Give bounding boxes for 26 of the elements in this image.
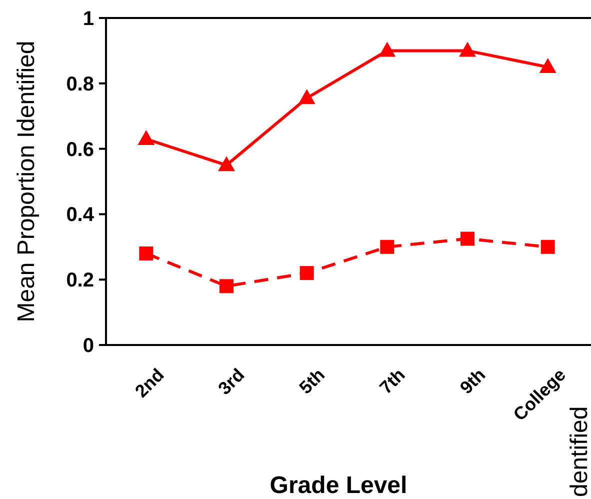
y-tick-label: 0.6	[66, 138, 94, 161]
point	[220, 279, 234, 294]
x-tick-label: 2nd	[131, 364, 168, 402]
x-tick-label: 3rd	[214, 364, 248, 399]
point	[539, 58, 556, 74]
y-tick-label: 0.2	[66, 270, 94, 292]
point	[138, 130, 155, 145]
x-axis-title: Grade Level	[270, 472, 408, 499]
y-axis-title: Mean Proportion Identified	[13, 40, 40, 322]
point	[139, 246, 154, 260]
y-tick-label: 0.8	[66, 73, 94, 96]
point	[300, 266, 314, 280]
y-tick-label: 1	[82, 8, 94, 30]
point	[459, 42, 476, 57]
point	[218, 156, 235, 172]
x-tick-label: 9th	[456, 364, 490, 398]
y-tick-label: 0.4	[66, 204, 95, 226]
point	[378, 42, 396, 57]
point	[380, 240, 394, 254]
point	[540, 240, 555, 254]
x-tick-label: 7th	[376, 364, 409, 398]
y-tick-label: 0	[82, 335, 94, 357]
x-tick-label: 5th	[295, 364, 329, 398]
point	[460, 232, 474, 246]
point	[298, 89, 316, 104]
text: dentified	[566, 406, 591, 497]
